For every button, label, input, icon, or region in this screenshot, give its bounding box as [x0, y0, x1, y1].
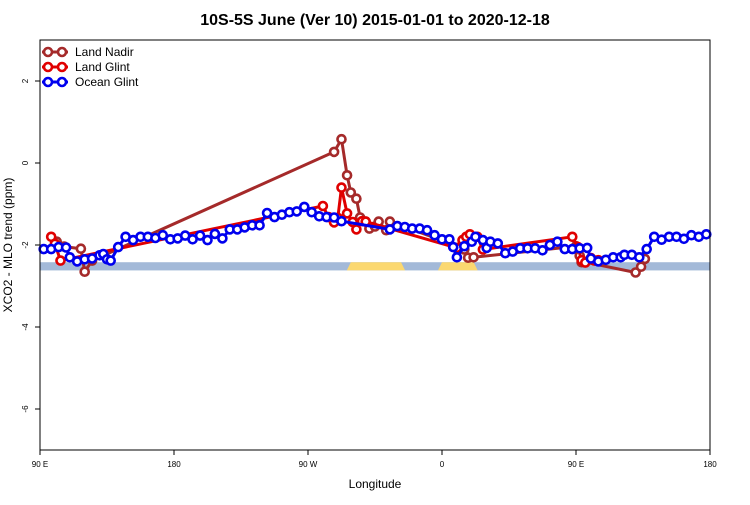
- x-axis: 90 E 180 90 W 0 90 E 180: [32, 450, 717, 469]
- data-point: [468, 251, 479, 263]
- series-land-glint: [45, 182, 604, 268]
- chart-title: 10S-5S June (Ver 10) 2015-01-01 to 2020-…: [200, 12, 550, 29]
- data-point: [79, 266, 90, 278]
- data-point: [341, 208, 353, 219]
- land-band-segment: [438, 262, 478, 271]
- land-band-segment: [346, 262, 406, 271]
- data-point: [447, 241, 459, 253]
- data-point: [345, 187, 357, 198]
- data-point: [60, 242, 72, 253]
- data-point: [75, 243, 87, 254]
- legend-label: Land Nadir: [75, 45, 134, 59]
- data-point: [537, 245, 548, 256]
- y-tick-label: -2: [21, 241, 30, 249]
- series-ocean-glint: [38, 201, 712, 267]
- data-point: [633, 251, 645, 263]
- legend-item-ocean-glint: Ocean Glint: [42, 75, 139, 89]
- data-point: [64, 251, 76, 263]
- legend-item-land-glint: Land Glint: [42, 60, 130, 74]
- data-point: [421, 224, 433, 236]
- data-point: [55, 255, 66, 266]
- data-point: [306, 206, 318, 218]
- data-point: [336, 133, 347, 145]
- legend-marker: [42, 46, 54, 58]
- y-tick-label: 2: [21, 78, 30, 83]
- data-point: [341, 170, 353, 181]
- data-point: [209, 228, 221, 240]
- x-tick-label: 90 E: [32, 460, 48, 469]
- data-point: [317, 200, 329, 212]
- data-point: [336, 182, 347, 193]
- data-point: [566, 231, 578, 243]
- data-point: [336, 215, 347, 227]
- data-point: [635, 261, 647, 273]
- data-point: [217, 233, 228, 244]
- data-point: [328, 146, 340, 158]
- data-point: [351, 224, 362, 235]
- land-ocean-band: [40, 262, 710, 271]
- data-point: [261, 207, 273, 219]
- data-point: [202, 234, 213, 246]
- data-point: [552, 236, 563, 247]
- x-tick-label: 90 E: [568, 460, 584, 469]
- data-point: [298, 201, 310, 213]
- data-point: [444, 234, 455, 245]
- y-tick-label: -4: [21, 323, 30, 331]
- x-tick-label: 0: [440, 460, 445, 469]
- legend-marker: [42, 76, 54, 88]
- x-axis-label: Longitude: [349, 477, 402, 491]
- y-axis: 2 0 -2 -4 -6: [21, 78, 40, 413]
- data-point: [291, 206, 303, 217]
- legend-label: Ocean Glint: [75, 75, 139, 89]
- data-point: [112, 241, 124, 253]
- data-point: [254, 220, 265, 231]
- data-point: [105, 255, 116, 266]
- data-point: [429, 229, 440, 241]
- y-tick-label: -6: [21, 405, 30, 413]
- legend-marker: [56, 46, 68, 58]
- x-tick-label: 180: [703, 460, 717, 469]
- legend-marker: [56, 76, 68, 88]
- legend-item-land-nadir: Land Nadir: [42, 45, 134, 59]
- data-point: [194, 230, 206, 241]
- data-point: [157, 229, 169, 241]
- data-point: [351, 193, 362, 204]
- legend-label: Land Glint: [75, 60, 130, 74]
- data-point: [458, 240, 470, 252]
- data-point: [641, 243, 653, 255]
- y-axis-label: XCO2 - MLO trend (ppm): [1, 178, 15, 313]
- x-tick-label: 180: [167, 460, 181, 469]
- data-point: [492, 238, 504, 249]
- legend-marker: [42, 61, 54, 73]
- x-tick-label: 90 W: [299, 460, 318, 469]
- data-point: [451, 251, 463, 263]
- legend-marker: [56, 61, 68, 73]
- data-point: [700, 229, 712, 240]
- series-layer: [38, 133, 712, 278]
- data-point: [581, 242, 593, 254]
- series-land-nadir: [51, 133, 651, 278]
- y-tick-label: 0: [21, 160, 30, 165]
- series-line-land-nadir: [55, 137, 647, 274]
